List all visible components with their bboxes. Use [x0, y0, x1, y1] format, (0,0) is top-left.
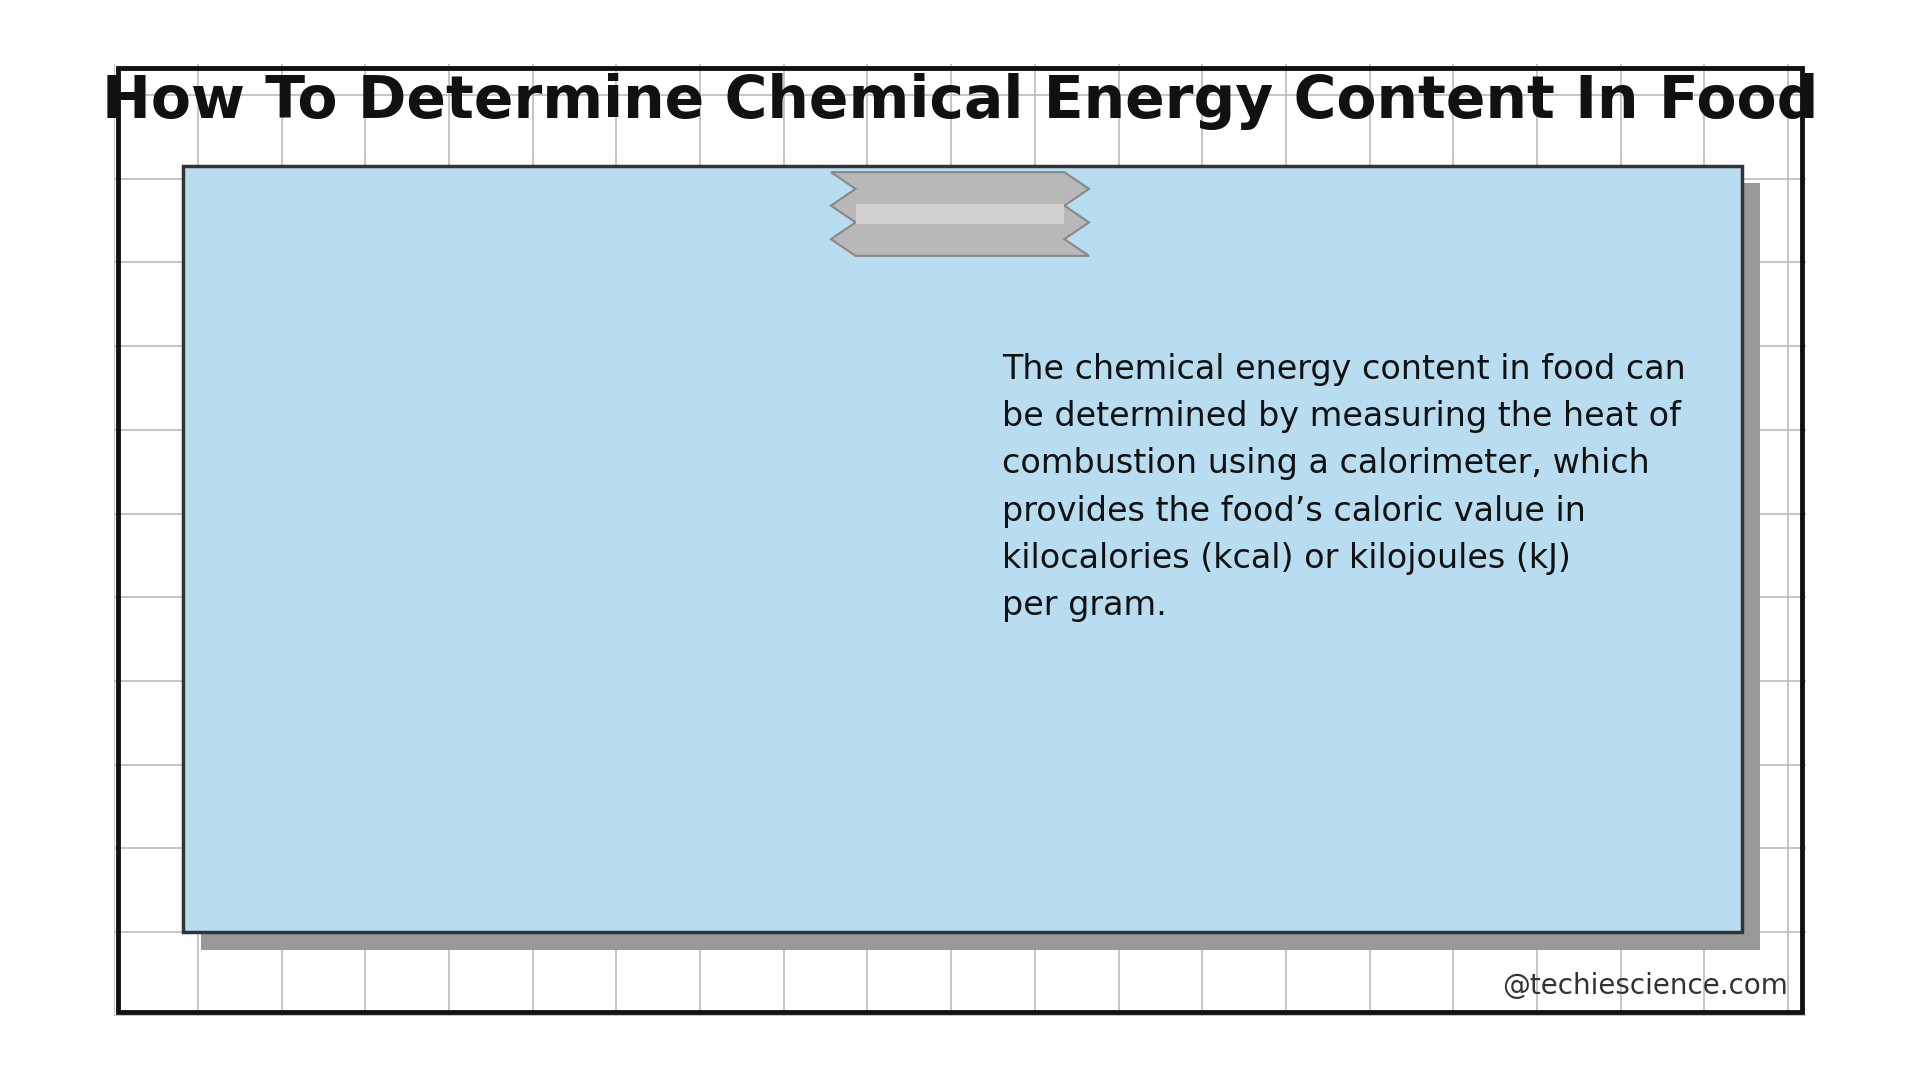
Text: @techiescience.com: @techiescience.com [1501, 972, 1788, 1000]
Text: The chemical energy content in food can
be determined by measuring the heat of
c: The chemical energy content in food can … [1002, 353, 1686, 622]
Bar [182, 165, 1741, 932]
Polygon shape [831, 172, 1089, 256]
Bar [200, 184, 1761, 949]
Bar [856, 203, 1064, 225]
Text: How To Determine Chemical Energy Content In Food: How To Determine Chemical Energy Content… [102, 72, 1818, 130]
